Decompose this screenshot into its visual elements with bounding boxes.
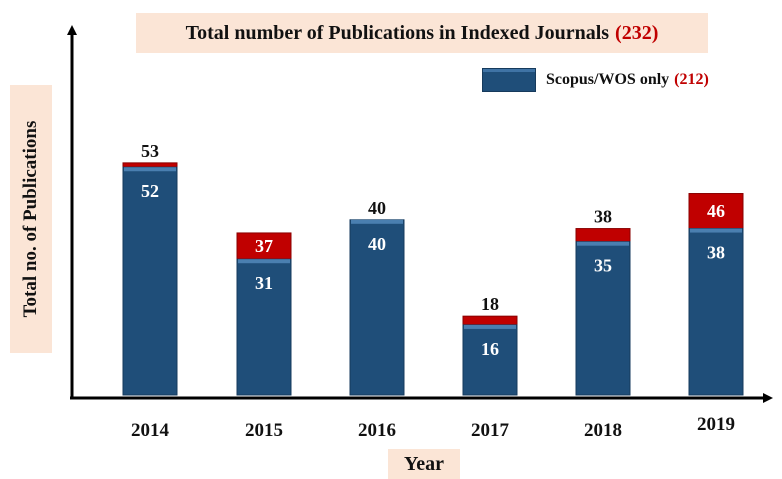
legend-swatch-scopus — [482, 68, 536, 92]
bar-scopus-highlight-2016 — [351, 219, 403, 224]
bar-scopus-2018 — [575, 241, 631, 396]
value-label-scopus-2015: 31 — [255, 273, 273, 293]
value-label-scopus-2016: 40 — [368, 234, 386, 254]
bar-scopus-2019 — [688, 228, 744, 396]
bar-scopus-highlight-2014 — [124, 167, 176, 172]
value-label-total-2014: 53 — [141, 141, 159, 161]
bar-scopus-2015 — [236, 258, 292, 396]
bar-total-2018 — [575, 228, 631, 243]
value-label-scopus-2014: 52 — [141, 181, 159, 201]
value-label-total-2015: 37 — [255, 236, 273, 256]
x-axis-label: Year — [388, 449, 460, 479]
bar-scopus-highlight-2019 — [690, 228, 742, 233]
bar-total-2017 — [462, 315, 518, 326]
bar-scopus-highlight-2017 — [464, 324, 516, 329]
value-label-total-2016: 40 — [368, 198, 386, 218]
legend-label: Scopus/WOS only — [546, 71, 670, 88]
y-axis-label: Total no. of Publications — [20, 120, 41, 318]
value-label-total-2019: 46 — [707, 201, 725, 221]
legend: Scopus/WOS only (212) — [482, 68, 709, 92]
value-label-total-2017: 18 — [481, 294, 499, 314]
x-tick-label-2014: 2014 — [131, 420, 170, 441]
bar-scopus-2014 — [122, 166, 178, 396]
value-label-scopus-2018: 35 — [594, 256, 612, 276]
chart-title: Total number of Publications in Indexed … — [136, 13, 708, 53]
x-tick-label-2017: 2017 — [471, 420, 510, 441]
bars-layer: 52 53 31 37 40 40 16 18 35 38 38 46 — [122, 141, 744, 396]
bar-scopus-highlight-2018 — [577, 241, 629, 246]
bar-scopus-highlight-2015 — [238, 259, 290, 264]
bar-scopus-2017 — [462, 324, 518, 396]
bar-scopus-2016 — [349, 219, 405, 396]
value-label-scopus-2017: 16 — [481, 339, 499, 359]
legend-count: (212) — [674, 71, 709, 88]
x-tick-label-2018: 2018 — [584, 420, 622, 441]
chart-title-count: (232) — [615, 21, 659, 44]
bar-total-2014 — [122, 162, 178, 168]
value-label-total-2018: 38 — [594, 207, 612, 227]
x-tick-labels: 2014 2015 2016 2017 2018 2019 — [131, 414, 735, 441]
y-axis-label-box — [10, 85, 52, 353]
x-tick-label-2016: 2016 — [358, 420, 396, 441]
value-label-scopus-2019: 38 — [707, 243, 725, 263]
bar-total-2019 — [688, 193, 744, 230]
x-tick-label-2015: 2015 — [245, 420, 283, 441]
x-tick-label-2019: 2019 — [697, 414, 735, 435]
chart-title-text: Total number of Publications in Indexed … — [185, 21, 610, 44]
